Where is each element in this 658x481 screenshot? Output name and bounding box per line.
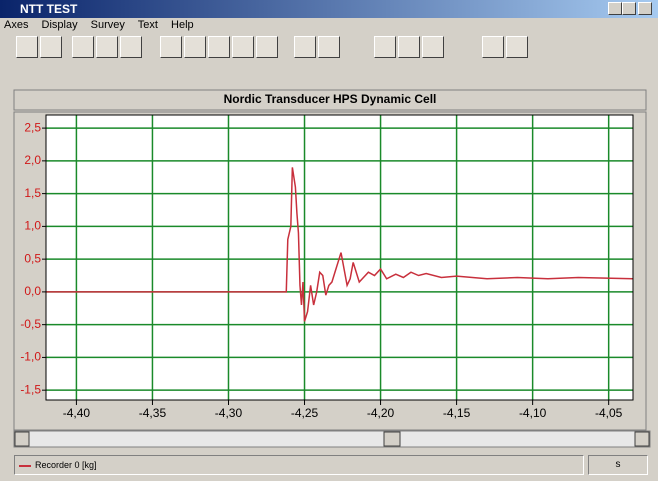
toolbar-button[interactable] — [422, 36, 444, 58]
y-tick-label: -0,5 — [20, 317, 41, 331]
x-tick-label: -4,40 — [63, 406, 91, 420]
chart-title: Nordic Transducer HPS Dynamic Cell — [224, 92, 437, 106]
menu-item[interactable]: Text — [137, 19, 158, 31]
toolbar-button[interactable] — [506, 36, 528, 58]
menu-item[interactable]: Display — [41, 19, 78, 31]
x-tick-label: -4,05 — [595, 406, 623, 420]
y-tick-label: 2,5 — [24, 120, 41, 134]
menu-item[interactable]: Help — [171, 19, 194, 31]
y-tick-label: 1,5 — [24, 186, 41, 200]
scroll-thumb[interactable] — [383, 431, 401, 447]
title-bar: NTT TEST — [0, 0, 658, 18]
scroll-left-button[interactable] — [14, 431, 30, 447]
y-tick-label: 2,0 — [24, 153, 41, 167]
toolbar-button[interactable] — [40, 36, 62, 58]
legend-swatch — [19, 464, 31, 467]
status-legend: Recorder 0 [kg] — [14, 455, 584, 475]
toolbar-button[interactable] — [482, 36, 504, 58]
scrollbar[interactable] — [13, 430, 651, 448]
y-tick-label: -1,5 — [20, 382, 41, 396]
toolbar-button[interactable] — [398, 36, 420, 58]
menu-bar: Axes Display Survey Text Help — [4, 19, 204, 31]
legend-label: Recorder 0 [kg] — [35, 460, 97, 470]
chart-title-bar — [13, 89, 647, 111]
y-tick-label: -1,0 — [20, 350, 41, 364]
close-button[interactable] — [638, 2, 652, 15]
toolbar-button[interactable] — [208, 36, 230, 58]
toolbar-button[interactable] — [160, 36, 182, 58]
menu-item[interactable]: Axes — [4, 19, 29, 31]
toolbar-button[interactable] — [374, 36, 396, 58]
toolbar-button[interactable] — [318, 36, 340, 58]
maximize-button[interactable] — [622, 2, 636, 15]
window-title: NTT TEST — [20, 2, 78, 16]
toolbar-button[interactable] — [232, 36, 254, 58]
plot-border — [45, 114, 634, 401]
x-tick-label: -4,35 — [139, 406, 167, 420]
x-tick-label: -4,25 — [291, 406, 319, 420]
toolbar-button[interactable] — [16, 36, 38, 58]
scroll-right-button[interactable] — [634, 431, 650, 447]
y-tick-label: 1,0 — [24, 219, 41, 233]
y-tick-label: 0,5 — [24, 251, 41, 265]
toolbar-button[interactable] — [294, 36, 316, 58]
toolbar-button[interactable] — [256, 36, 278, 58]
y-tick-label: 0,0 — [24, 284, 41, 298]
x-tick-label: -4,15 — [443, 406, 471, 420]
x-tick-label: -4,10 — [519, 406, 547, 420]
toolbar-button[interactable] — [120, 36, 142, 58]
data-line — [46, 167, 634, 322]
menu-item[interactable]: Survey — [90, 19, 125, 31]
x-tick-label: -4,30 — [215, 406, 243, 420]
toolbar-button[interactable] — [72, 36, 94, 58]
minimize-button[interactable] — [608, 2, 622, 15]
toolbar-button[interactable] — [96, 36, 118, 58]
status-unit: s — [588, 455, 648, 475]
x-tick-label: -4,20 — [367, 406, 395, 420]
toolbar-button[interactable] — [184, 36, 206, 58]
